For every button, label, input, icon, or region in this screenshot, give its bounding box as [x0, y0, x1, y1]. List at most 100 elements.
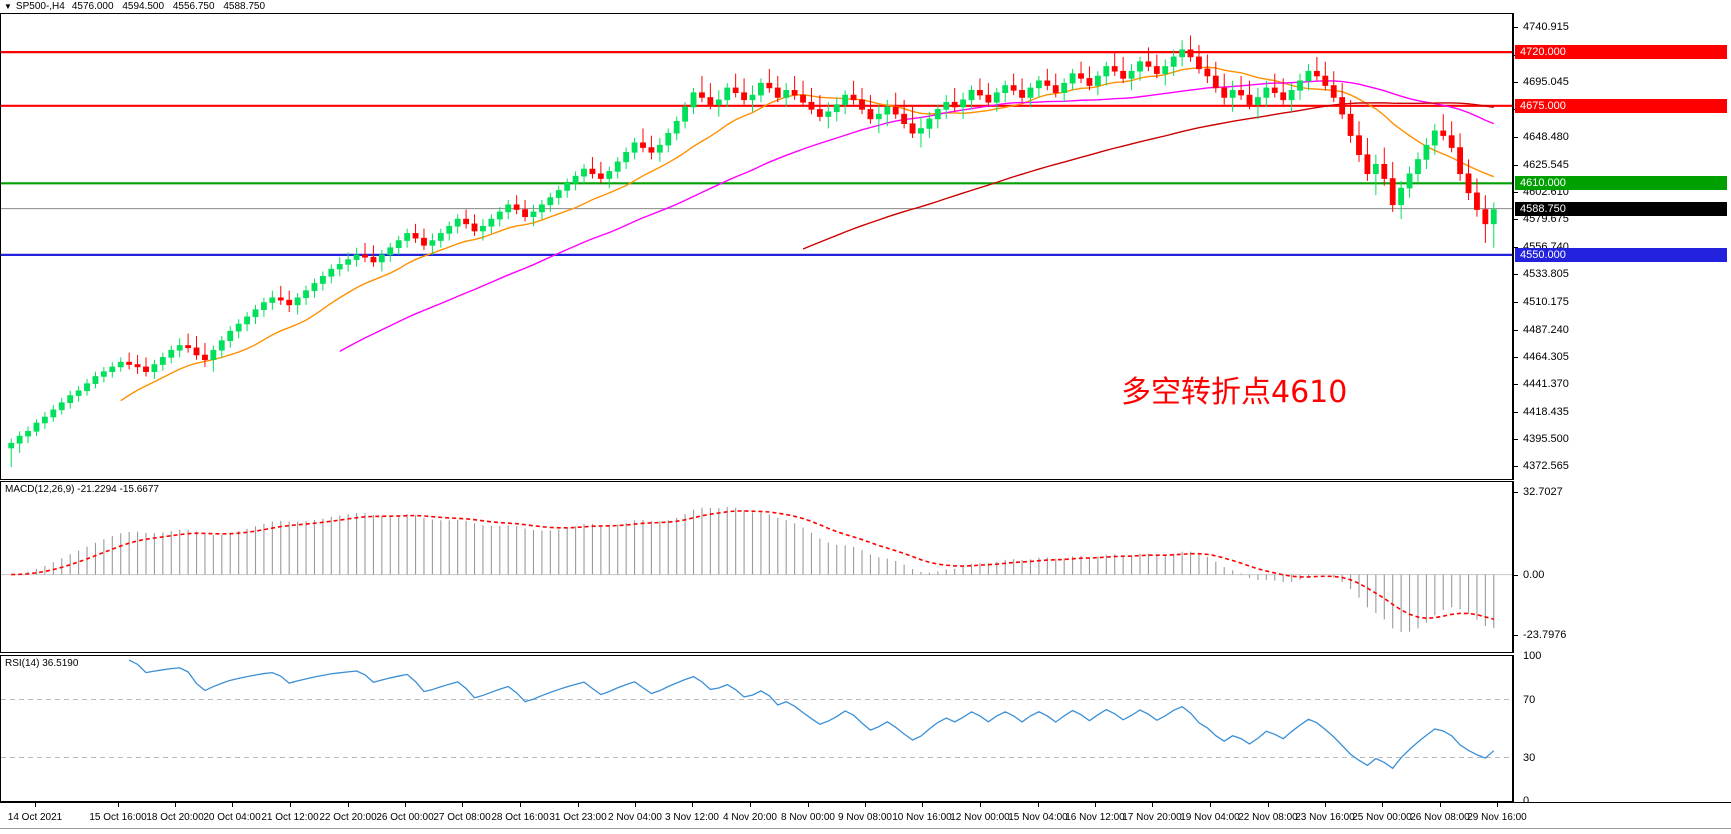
- time-tick-mark: [865, 803, 866, 807]
- rsi-tick: 0: [1523, 795, 1530, 807]
- time-tick-label: 20 Oct 04:00: [203, 812, 261, 823]
- time-tick-mark: [520, 803, 521, 807]
- bottom-divider: [0, 828, 1731, 829]
- price-level-tag[interactable]: 4610.000: [1515, 176, 1727, 191]
- time-tick-mark: [922, 803, 923, 807]
- time-tick-label: 22 Oct 20:00: [319, 812, 377, 823]
- time-tick-mark: [1152, 803, 1153, 807]
- rsi-tick: 70: [1523, 693, 1536, 706]
- time-tick-mark: [175, 803, 176, 807]
- time-tick-mark: [692, 803, 693, 807]
- time-tick-label: 18 Oct 20:00: [146, 812, 204, 823]
- time-tick-mark: [980, 803, 981, 807]
- price-tick: 4579.675: [1514, 213, 1569, 225]
- macd-tick: 32.7027: [1514, 486, 1563, 498]
- time-tick-mark: [290, 803, 291, 807]
- macd-axis[interactable]: 32.7027 0.00 -23.7976: [1513, 481, 1731, 653]
- rsi-plot: [1, 656, 1512, 801]
- price-tick: 4487.240: [1514, 324, 1569, 336]
- time-tick-mark: [1497, 803, 1498, 807]
- price-axis[interactable]: 4740.9154717.9804695.0454672.1104648.480…: [1513, 13, 1731, 480]
- time-tick-mark: [750, 803, 751, 807]
- macd-indicator-label: MACD(12,26,9) -21.2294 -15.6677: [5, 484, 159, 495]
- time-tick-label: 31 Oct 23:00: [549, 812, 607, 823]
- quote-header-bar: ▼ SP500-,H4 4576.000 4594.500 4556.750 4…: [0, 0, 1731, 13]
- time-tick-label: 23 Nov 16:00: [1295, 812, 1355, 823]
- time-tick-label: 8 Nov 00:00: [781, 812, 835, 823]
- time-tick-label: 27 Oct 08:00: [433, 812, 491, 823]
- time-tick-mark: [1038, 803, 1039, 807]
- macd-tick: 0.00: [1514, 569, 1544, 581]
- time-tick-label: 15 Oct 16:00: [89, 812, 147, 823]
- macd-tick: -23.7976: [1514, 629, 1566, 641]
- time-tick-mark: [232, 803, 233, 807]
- price-tick: 4510.175: [1514, 296, 1569, 308]
- time-tick-mark: [1440, 803, 1441, 807]
- time-tick-mark: [1210, 803, 1211, 807]
- time-tick-label: 16 Nov 12:00: [1065, 812, 1125, 823]
- time-tick-label: 10 Nov 16:00: [892, 812, 952, 823]
- ohlc-values: 4576.000 4594.500 4556.750 4588.750: [72, 1, 271, 12]
- price-tick: 4625.545: [1514, 159, 1569, 171]
- symbol-label: SP500-,H4: [15, 1, 65, 12]
- time-tick-mark: [808, 803, 809, 807]
- time-tick-label: 4 Nov 20:00: [723, 812, 777, 823]
- time-tick-mark: [1095, 803, 1096, 807]
- time-tick-label: 14 Oct 2021: [7, 812, 63, 823]
- time-tick-mark: [35, 803, 36, 807]
- time-tick-mark: [118, 803, 119, 807]
- time-tick-label: 22 Nov 08:00: [1238, 812, 1298, 823]
- time-tick-mark: [462, 803, 463, 807]
- low-value: 4556.750: [172, 1, 215, 12]
- macd-panel[interactable]: MACD(12,26,9) -21.2294 -15.6677: [0, 481, 1513, 653]
- price-level-tag[interactable]: 4550.000: [1515, 247, 1727, 262]
- rsi-indicator-label: RSI(14) 36.5190: [5, 658, 79, 669]
- price-tick: 4395.500: [1514, 433, 1569, 445]
- price-tick: 4441.370: [1514, 378, 1569, 390]
- high-value: 4594.500: [122, 1, 165, 12]
- price-tick: 4648.480: [1514, 131, 1569, 143]
- time-tick-mark: [405, 803, 406, 807]
- time-tick-mark: [1325, 803, 1326, 807]
- price-tick: 4533.805: [1514, 268, 1569, 280]
- time-tick-mark: [635, 803, 636, 807]
- rsi-axis[interactable]: 100 70 30 0: [1513, 650, 1731, 807]
- price-level-tag[interactable]: 4675.000: [1515, 98, 1727, 113]
- time-tick-label: 26 Nov 08:00: [1410, 812, 1470, 823]
- price-level-tag[interactable]: 4720.000: [1515, 45, 1727, 60]
- price-tick: 4464.305: [1514, 351, 1569, 363]
- time-tick-label: 26 Oct 00:00: [376, 812, 434, 823]
- triangle-down-icon[interactable]: ▼: [4, 1, 12, 11]
- time-tick-label: 9 Nov 08:00: [838, 812, 892, 823]
- time-tick-label: 25 Nov 00:00: [1352, 812, 1412, 823]
- close-value: 4588.750: [223, 1, 266, 12]
- time-tick-label: 12 Nov 00:00: [950, 812, 1010, 823]
- time-tick-mark: [578, 803, 579, 807]
- time-tick-label: 3 Nov 12:00: [665, 812, 719, 823]
- price-tick: 4695.045: [1514, 76, 1569, 88]
- time-tick-label: 2 Nov 04:00: [608, 812, 662, 823]
- chart-annotation-text: 多空转折点4610: [1121, 375, 1348, 410]
- macd-plot: [1, 482, 1512, 652]
- time-tick-mark: [348, 803, 349, 807]
- open-value: 4576.000: [71, 1, 114, 12]
- rsi-tick: 100: [1523, 650, 1542, 662]
- time-tick-label: 29 Nov 16:00: [1467, 812, 1527, 823]
- time-tick-label: 21 Oct 12:00: [261, 812, 319, 823]
- rsi-tick: 30: [1523, 751, 1536, 764]
- time-tick-mark: [1382, 803, 1383, 807]
- time-tick-label: 17 Nov 20:00: [1122, 812, 1182, 823]
- time-axis[interactable]: 14 Oct 2021 15 Oct 16:00 18 Oct 20:00 20 Oc…: [0, 802, 1731, 834]
- rsi-panel[interactable]: RSI(14) 36.5190: [0, 655, 1513, 802]
- time-tick-label: 28 Oct 16:00: [491, 812, 549, 823]
- time-tick-mark: [1268, 803, 1269, 807]
- price-level-tag[interactable]: 4588.750: [1515, 201, 1727, 216]
- time-tick-label: 19 Nov 04:00: [1180, 812, 1240, 823]
- price-chart-panel[interactable]: 多空转折点4610: [0, 13, 1513, 480]
- time-tick-label: 15 Nov 04:00: [1008, 812, 1068, 823]
- price-plot: [1, 14, 1512, 479]
- price-tick: 4418.435: [1514, 406, 1569, 418]
- price-tick: 4372.565: [1514, 460, 1569, 472]
- price-tick: 4740.915: [1514, 21, 1569, 33]
